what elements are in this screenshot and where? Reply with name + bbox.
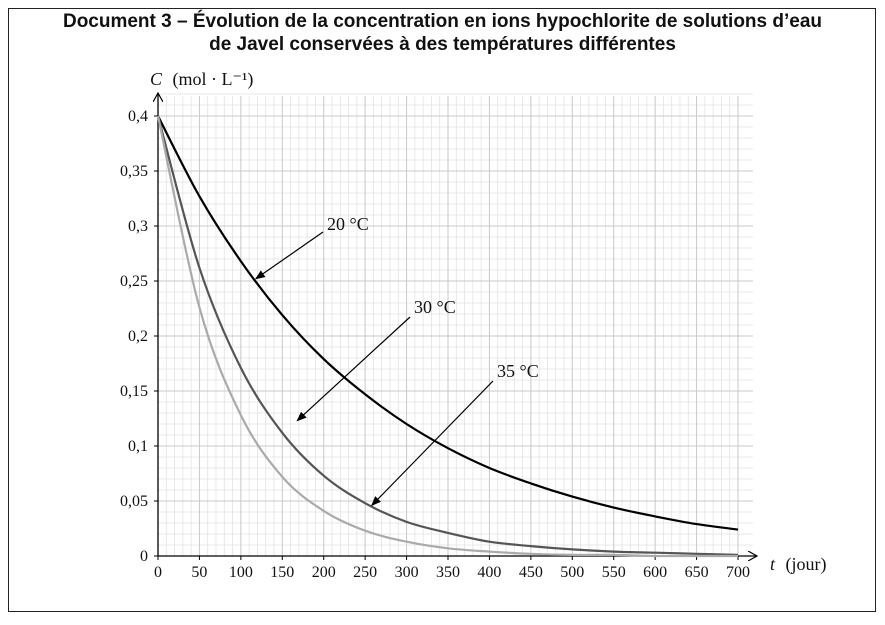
x-tick-label: 0: [154, 564, 162, 581]
x-axis-var: t: [770, 554, 776, 574]
y-tick-label: 0,35: [120, 163, 148, 180]
annotation-label-1: 30 °C: [414, 297, 456, 317]
x-tick-label: 100: [229, 564, 253, 581]
y-tick-label: 0,15: [120, 383, 148, 400]
y-axis-var: C: [150, 69, 163, 89]
y-tick-label: 0,05: [120, 493, 148, 510]
series-line-30c: [156, 115, 739, 556]
y-tick-label: 0: [140, 548, 148, 565]
x-axis-unit: (jour): [786, 554, 827, 575]
series-line-35c: [156, 115, 738, 558]
y-tick-label: 0,4: [128, 108, 148, 125]
figure-title: Document 3 – Évolution de la concentrati…: [0, 10, 885, 56]
x-tick-label: 600: [643, 564, 667, 581]
x-tick-label: 300: [395, 564, 419, 581]
title-line-2: de Javel conservées à des températures d…: [209, 34, 676, 55]
series-line-20c: [157, 115, 739, 531]
y-axis-unit: (mol · L⁻¹): [173, 69, 254, 90]
annotation-label-2: 35 °C: [497, 361, 539, 381]
title-line-1: Document 3 – Évolution de la concentrati…: [62, 11, 823, 32]
annotation-label-0: 20 °C: [327, 214, 369, 234]
x-tick-label: 250: [353, 564, 377, 581]
series-curves: [156, 115, 739, 558]
x-axis-label: t (jour): [770, 554, 827, 575]
y-tick-label: 0,2: [128, 328, 148, 345]
x-tick-label: 450: [519, 564, 543, 581]
annotation-arrow-2: [371, 380, 494, 507]
x-tick-label: 500: [560, 564, 584, 581]
x-tick-label: 200: [312, 564, 336, 581]
y-axis-label: C (mol · L⁻¹): [150, 69, 253, 90]
x-tick-label: 350: [436, 564, 460, 581]
annotation-arrow-1: [296, 316, 411, 422]
x-tick-label: 650: [685, 564, 709, 581]
axis-labels: C (mol · L⁻¹) t (jour): [150, 69, 827, 575]
x-tick-label: 400: [477, 564, 501, 581]
minor-grid: [158, 93, 753, 556]
y-tick-label: 0,3: [128, 218, 148, 235]
annotations: 20 °C 30 °C 35 °C: [254, 214, 539, 507]
major-grid: [158, 96, 753, 556]
x-tick-label: 550: [602, 564, 626, 581]
tick-labels: 0 50 100 150 200 250 300 350 400 450 500 550 600 650 7…: [120, 108, 750, 581]
x-tick-label: 700: [726, 564, 750, 581]
figure-frame: [8, 8, 876, 612]
x-tick-label: 50: [191, 564, 207, 581]
y-tick-label: 0,25: [120, 273, 148, 290]
x-tick-label: 150: [270, 564, 294, 581]
y-tick-label: 0,1: [128, 438, 148, 455]
annotation-arrow-0: [254, 231, 324, 280]
